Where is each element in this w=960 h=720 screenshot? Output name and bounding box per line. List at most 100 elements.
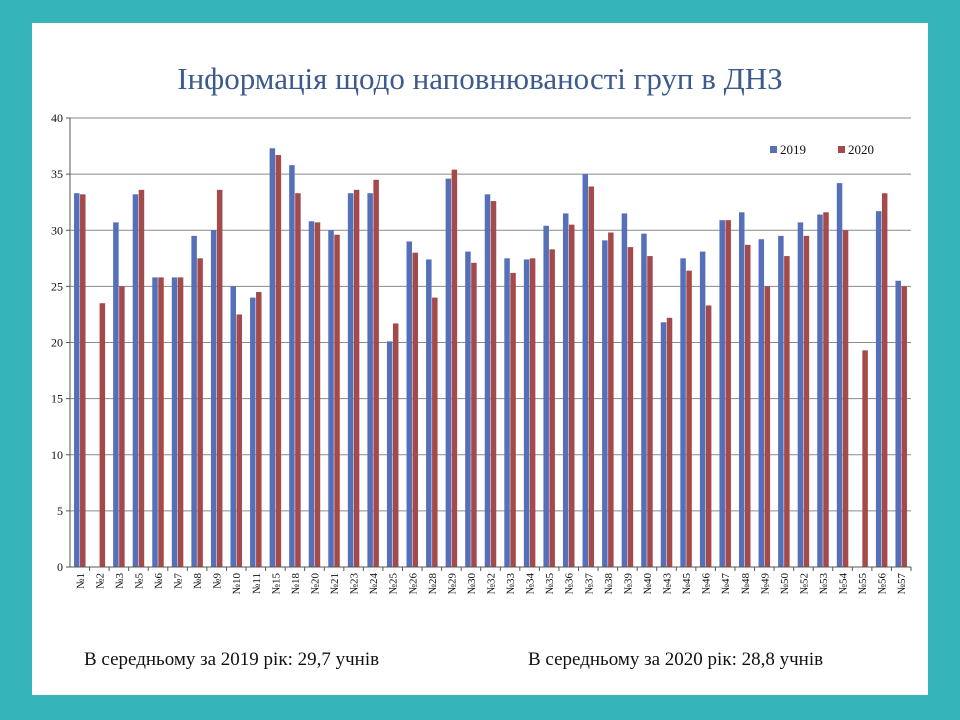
average-2019-note: В середньому за 2019 рік: 29,7 учнів: [84, 649, 380, 670]
x-tick-label: №10: [231, 573, 243, 595]
bar-2020-21: [471, 262, 477, 567]
bar-2020-41: [862, 350, 868, 567]
bar-2020-34: [725, 220, 731, 567]
bar-2019-22: [484, 194, 491, 567]
bar-2020-10: [256, 291, 262, 567]
bar-2020-23: [510, 272, 516, 567]
average-2020-note: В середньому за 2020 рік: 28,8 учнів: [528, 649, 824, 670]
bar-2020-7: [197, 258, 203, 567]
bar-2020-4: [138, 189, 145, 567]
bar-2020-15: [353, 189, 360, 567]
bar-2020-29: [627, 247, 634, 567]
bar-2019-3: [113, 222, 119, 567]
x-tick-label: №21: [329, 573, 341, 595]
y-tick-label: 20: [51, 336, 63, 350]
legend-swatch-2020: [838, 146, 845, 153]
x-tick-label: №6: [153, 573, 165, 589]
x-tick-label: №38: [603, 573, 615, 595]
bar-2020-17: [392, 323, 399, 567]
bar-2019-32: [680, 258, 686, 567]
bar-2019-35: [739, 212, 745, 568]
bar-2020-33: [705, 305, 712, 567]
x-tick-label: №28: [427, 573, 439, 595]
legend-label-2020: 2020: [848, 142, 874, 157]
bar-2019-6: [171, 277, 178, 567]
x-tick-label: №45: [681, 573, 693, 595]
bar-2020-28: [608, 232, 614, 567]
bar-2019-7: [191, 235, 197, 568]
bar-2020-12: [295, 193, 301, 567]
bar-2019-9: [230, 286, 236, 567]
bar-2019-33: [699, 251, 706, 567]
bar-2019-5: [152, 277, 158, 567]
x-tick-label: №11: [251, 573, 263, 594]
bar-2019-19: [426, 259, 432, 567]
bar-2020-3: [119, 286, 125, 567]
x-tick-label: №55: [857, 573, 869, 595]
bar-2019-37: [778, 235, 784, 568]
bar-2020-22: [490, 201, 497, 567]
bar-2020-36: [764, 286, 771, 567]
x-tick-label: №29: [446, 573, 458, 595]
y-tick-label: 15: [51, 392, 63, 406]
y-axis-ticks: 0 5 10 15 20 25 30 35 40: [51, 111, 70, 574]
bar-2019-13: [308, 221, 315, 567]
y-tick-label: 5: [57, 504, 63, 518]
bar-2019-31: [660, 322, 667, 567]
bar-2020-14: [334, 234, 340, 568]
x-tick-label: №26: [407, 573, 419, 595]
bar-2020-27: [588, 186, 595, 567]
bar-2019-24: [523, 259, 530, 567]
bar-2019-1: [74, 193, 80, 567]
x-tick-label: №2: [94, 573, 106, 589]
bar-2019-8: [210, 230, 217, 567]
bar-2019-16: [367, 193, 373, 567]
x-tick-label: №49: [759, 573, 771, 595]
y-tick-label: 35: [51, 167, 63, 181]
bar-2020-42: [881, 193, 888, 567]
bar-2019-11: [269, 148, 276, 567]
bar-2020-26: [568, 224, 575, 567]
bar-2020-40: [842, 230, 849, 567]
bar-2020-35: [745, 244, 751, 567]
bar-2019-29: [621, 213, 628, 567]
bar-2020-11: [275, 155, 282, 568]
bar-2019-20: [445, 178, 452, 568]
bar-2019-17: [386, 341, 393, 567]
bar-2020-25: [549, 249, 555, 567]
bar-2019-21: [465, 251, 471, 567]
x-tick-label: №33: [505, 573, 517, 595]
x-tick-label: №52: [798, 573, 810, 595]
x-tick-label: №37: [583, 573, 595, 595]
bar-2019-14: [328, 230, 334, 567]
legend-label-2019: 2019: [780, 142, 806, 157]
bar-2019-30: [641, 233, 647, 567]
chart-legend: 2019 2020: [770, 142, 874, 157]
bar-2019-40: [836, 183, 843, 568]
bar-2019-39: [817, 214, 823, 567]
bar-2020-2: [99, 303, 106, 567]
x-tick-label: №39: [622, 573, 634, 595]
bar-2020-9: [236, 314, 242, 567]
chart-bars: [74, 148, 907, 568]
bar-2020-37: [784, 256, 790, 567]
bar-2020-19: [432, 297, 438, 567]
bar-2020-43: [901, 286, 907, 567]
legend-swatch-2019: [770, 146, 777, 153]
x-tick-label: №56: [877, 573, 889, 595]
bar-2019-27: [582, 174, 589, 567]
bar-2020-5: [158, 277, 164, 567]
x-tick-label: №35: [544, 573, 556, 595]
bar-2020-13: [314, 222, 321, 567]
x-tick-label: №1: [75, 573, 87, 589]
bar-2019-25: [543, 225, 549, 567]
x-tick-label: №43: [662, 573, 674, 595]
bar-2020-38: [803, 235, 810, 568]
bar-2019-34: [719, 220, 725, 567]
y-tick-label: 10: [51, 448, 63, 462]
x-tick-label: №57: [896, 573, 908, 595]
x-tick-label: №34: [525, 573, 537, 595]
x-tick-label: №8: [192, 573, 204, 589]
x-tick-label: №24: [368, 573, 380, 595]
